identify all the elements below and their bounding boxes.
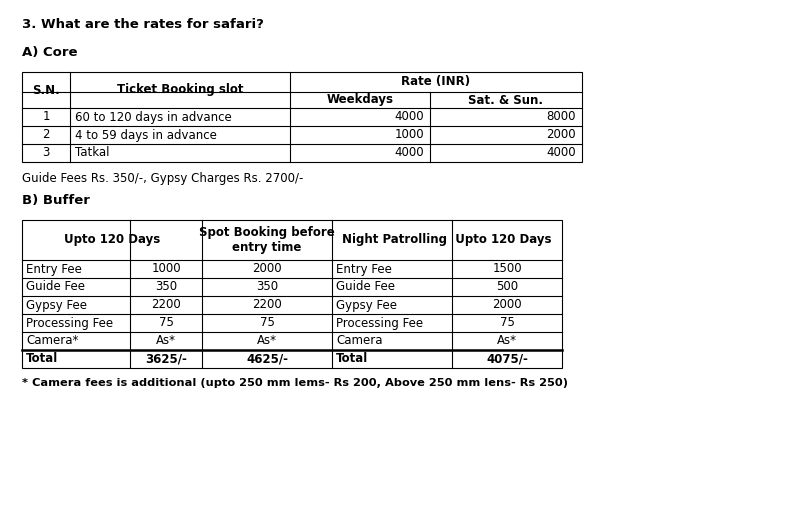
Text: 1500: 1500 [492, 262, 522, 276]
Text: Total: Total [26, 353, 58, 365]
Text: Guide Fee: Guide Fee [336, 280, 395, 294]
Text: Camera: Camera [336, 335, 383, 347]
Text: 4000: 4000 [395, 110, 424, 124]
Text: Night Patrolling  Upto 120 Days: Night Patrolling Upto 120 Days [342, 233, 552, 247]
Text: B) Buffer: B) Buffer [22, 194, 90, 207]
Text: Guide Fee: Guide Fee [26, 280, 85, 294]
Text: 2: 2 [42, 128, 50, 142]
Bar [22, 72, 582, 162]
Text: Tatkal: Tatkal [75, 146, 110, 159]
Text: A) Core: A) Core [22, 46, 78, 59]
Text: 4000: 4000 [395, 146, 424, 159]
Text: Camera*: Camera* [26, 335, 79, 347]
Text: 3625/-: 3625/- [145, 353, 187, 365]
Text: 1000: 1000 [151, 262, 181, 276]
Text: 2200: 2200 [252, 298, 282, 312]
Text: 4625/-: 4625/- [246, 353, 288, 365]
Text: Gypsy Fee: Gypsy Fee [336, 298, 397, 312]
Text: 1000: 1000 [395, 128, 424, 142]
Text: 75: 75 [260, 316, 275, 329]
Text: 3. What are the rates for safari?: 3. What are the rates for safari? [22, 18, 264, 31]
Text: 4000: 4000 [546, 146, 576, 159]
Text: Entry Fee: Entry Fee [336, 262, 392, 276]
Text: S.N.: S.N. [32, 83, 60, 97]
Text: Weekdays: Weekdays [326, 93, 394, 107]
Text: * Camera fees is additional (upto 250 mm lems- Rs 200, Above 250 mm lens- Rs 250: * Camera fees is additional (upto 250 mm… [22, 378, 568, 388]
Bar [22, 220, 562, 368]
Text: Guide Fees Rs. 350/-, Gypsy Charges Rs. 2700/-: Guide Fees Rs. 350/-, Gypsy Charges Rs. … [22, 172, 303, 185]
Text: Gypsy Fee: Gypsy Fee [26, 298, 87, 312]
Text: As*: As* [257, 335, 277, 347]
Text: As*: As* [497, 335, 517, 347]
Text: 1: 1 [42, 110, 50, 124]
Text: 2000: 2000 [252, 262, 282, 276]
Text: 2000: 2000 [492, 298, 522, 312]
Text: Upto 120 Days: Upto 120 Days [64, 233, 160, 247]
Text: Total: Total [336, 353, 368, 365]
Text: 500: 500 [496, 280, 518, 294]
Text: 2200: 2200 [151, 298, 181, 312]
Text: 75: 75 [159, 316, 173, 329]
Text: 2000: 2000 [546, 128, 576, 142]
Text: 4075/-: 4075/- [486, 353, 528, 365]
Text: As*: As* [156, 335, 176, 347]
Text: 3: 3 [42, 146, 50, 159]
Text: 4 to 59 days in advance: 4 to 59 days in advance [75, 128, 217, 142]
Text: Entry Fee: Entry Fee [26, 262, 82, 276]
Text: Rate (INR): Rate (INR) [402, 76, 471, 89]
Text: 350: 350 [256, 280, 278, 294]
Text: Sat. & Sun.: Sat. & Sun. [468, 93, 544, 107]
Text: Processing Fee: Processing Fee [26, 316, 113, 329]
Text: 75: 75 [499, 316, 515, 329]
Text: Processing Fee: Processing Fee [336, 316, 423, 329]
Text: Spot Booking before
entry time: Spot Booking before entry time [199, 226, 335, 254]
Text: 60 to 120 days in advance: 60 to 120 days in advance [75, 110, 232, 124]
Text: 350: 350 [155, 280, 177, 294]
Text: Ticket Booking slot: Ticket Booking slot [117, 83, 243, 97]
Text: 8000: 8000 [546, 110, 576, 124]
